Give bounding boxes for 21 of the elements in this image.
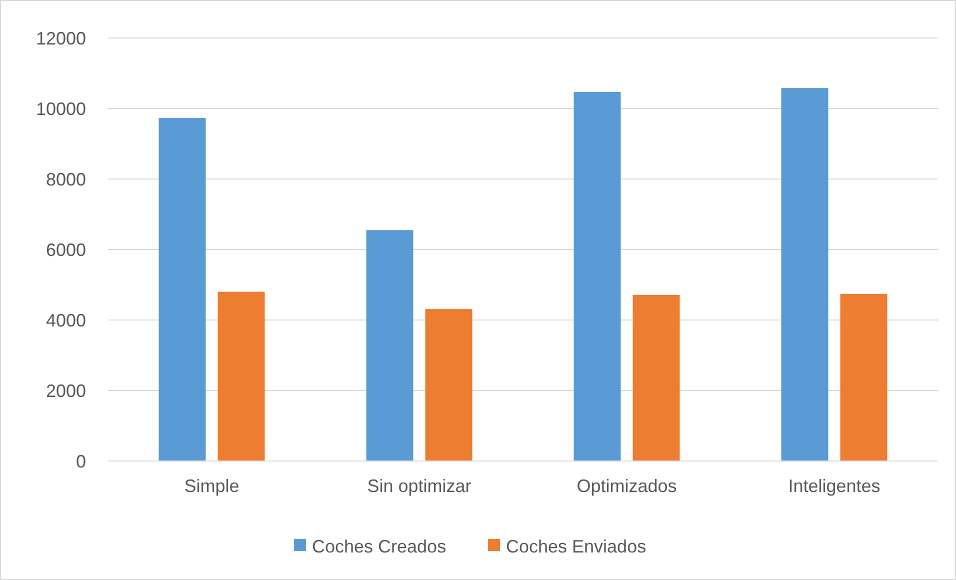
y-tick-label: 0: [76, 451, 86, 472]
y-tick-label: 8000: [46, 169, 86, 190]
bar: [574, 92, 621, 461]
y-tick-label: 4000: [46, 310, 86, 330]
y-tick-label: 12000: [36, 28, 86, 48]
legend-label: Coches Enviados: [506, 536, 646, 556]
x-tick-label: Simple: [184, 476, 240, 496]
y-tick-label: 6000: [46, 240, 86, 260]
bar: [158, 118, 206, 461]
bar: [218, 292, 265, 461]
y-tick-label: 2000: [46, 380, 86, 401]
y-tick-label: 10000: [36, 98, 86, 119]
bar: [840, 294, 888, 461]
x-tick-label: Sin optimizar: [367, 476, 472, 496]
bar: [781, 88, 828, 461]
x-tick-label: Inteligentes: [788, 476, 880, 496]
x-tick-label: Optimizados: [576, 476, 677, 496]
legend-label: Coches Creados: [312, 536, 446, 556]
bar: [366, 230, 414, 461]
bar: [425, 309, 472, 461]
bar: [632, 294, 680, 461]
